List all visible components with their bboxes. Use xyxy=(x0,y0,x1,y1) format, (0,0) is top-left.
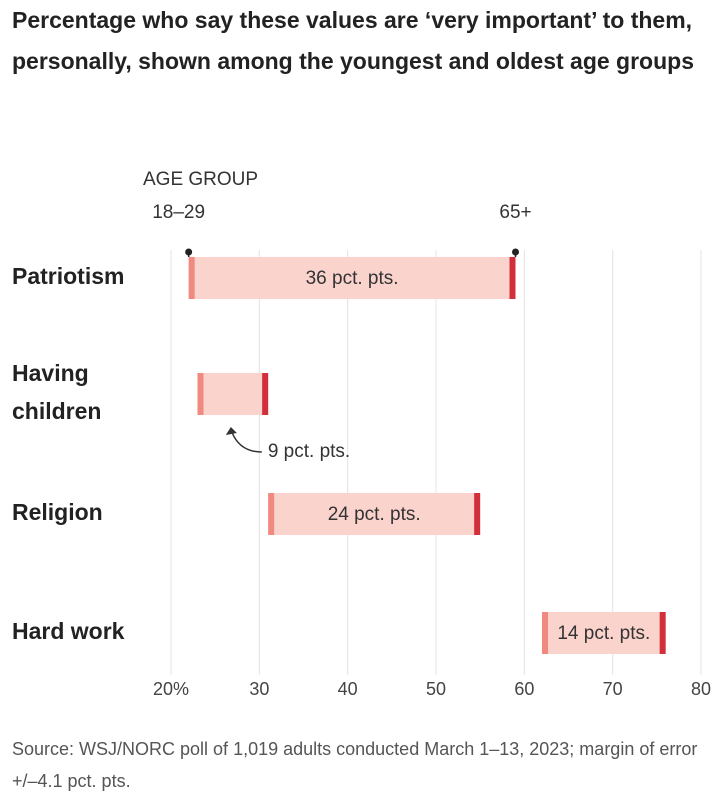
endpoint xyxy=(659,612,666,654)
range-bar xyxy=(197,373,269,415)
legend-title: AGE GROUP xyxy=(143,169,258,190)
gap-label: 14 pct. pts. xyxy=(557,623,650,644)
category-label: Hard work xyxy=(12,618,125,644)
x-tick-label: 20% xyxy=(153,679,189,699)
endpoint xyxy=(268,493,275,535)
range-bar xyxy=(188,257,516,299)
legend-label: 65+ xyxy=(499,202,531,223)
category-label: Patriotism xyxy=(12,263,124,289)
gap-label: 24 pct. pts. xyxy=(328,504,421,525)
source: Source: WSJ/NORC poll of 1,019 adults co… xyxy=(12,739,702,791)
category-label: Religion xyxy=(12,499,103,525)
endpoint xyxy=(474,493,481,535)
endpoint xyxy=(509,257,516,299)
endpoint xyxy=(262,373,269,415)
pin-dot xyxy=(185,248,193,256)
x-tick-label: 60 xyxy=(514,679,534,699)
x-tick-label: 70 xyxy=(603,679,623,699)
x-tick-label: 40 xyxy=(338,679,358,699)
gap-label: 36 pct. pts. xyxy=(306,268,399,289)
range-bar xyxy=(542,612,666,654)
endpoint xyxy=(542,612,548,654)
range-bar xyxy=(268,493,481,535)
x-tick-label: 30 xyxy=(249,679,269,699)
annotation-arrow xyxy=(231,431,262,453)
x-tick-label: 80 xyxy=(691,679,711,699)
endpoint xyxy=(197,373,204,415)
pin-dot xyxy=(512,248,519,256)
annotation-arrowhead xyxy=(225,427,237,435)
legend-label: 18–29 xyxy=(152,202,205,223)
chart-title: Percentage who say these values are ‘ver… xyxy=(12,7,698,74)
gap-label: 9 pct. pts. xyxy=(268,441,350,462)
x-tick-label: 50 xyxy=(426,679,446,699)
category-label: Having children xyxy=(12,360,101,424)
endpoint xyxy=(188,257,195,299)
